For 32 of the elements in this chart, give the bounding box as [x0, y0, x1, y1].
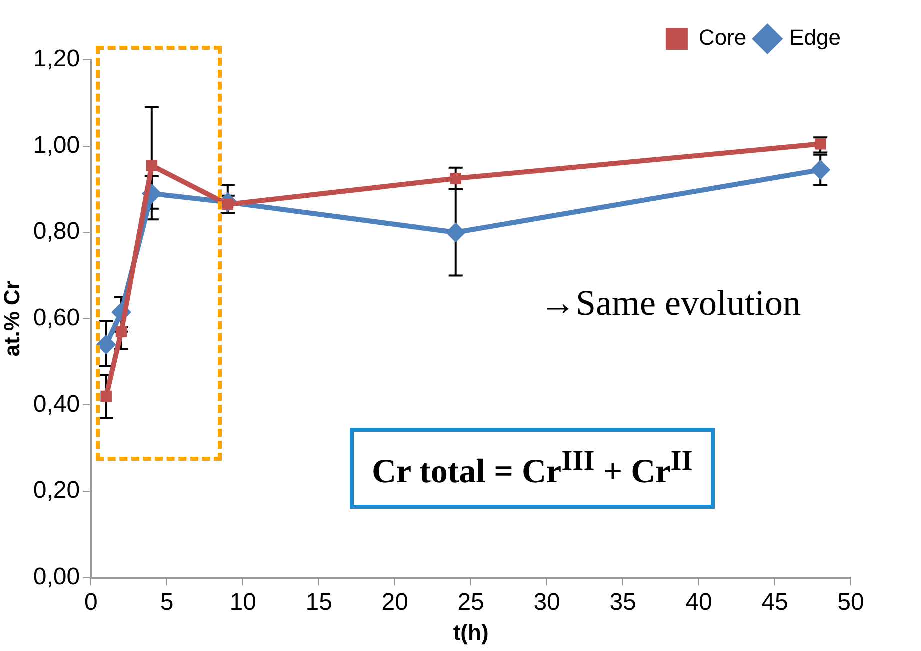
- x-tick-label: 40: [686, 588, 712, 616]
- x-tick-label: 45: [762, 588, 788, 616]
- point: [450, 173, 462, 184]
- y-tick-label: 0,20: [33, 477, 80, 504]
- legend-label: Edge: [790, 25, 842, 50]
- legend-label: Core: [698, 25, 747, 50]
- x-tick-label: 10: [230, 588, 256, 616]
- y-tick-label: 0,80: [33, 218, 80, 246]
- y-tick-label: 0,40: [33, 390, 80, 418]
- point: [146, 160, 158, 172]
- y-tick-label: 0,00: [33, 563, 80, 590]
- x-tick-label: 25: [458, 588, 484, 616]
- annotation: Cr total = Cr$^{III}$ + Cr$^{II}$: [350, 428, 715, 510]
- point: [810, 160, 831, 180]
- point: [446, 222, 466, 243]
- point: [814, 138, 826, 150]
- x-tick-label: 5: [160, 588, 174, 616]
- x-tick-label: 35: [610, 588, 636, 616]
- y-tick-label: 1,20: [33, 46, 80, 73]
- point: [96, 334, 116, 355]
- x-tick-label: 30: [534, 588, 560, 616]
- x-tick-label: 0: [84, 588, 98, 616]
- point: [100, 390, 112, 402]
- x-tick-label: 50: [838, 588, 864, 616]
- point: [116, 326, 128, 338]
- y-axis-title: at.% Cr: [0, 280, 24, 357]
- x-axis-title: t(h): [453, 620, 489, 645]
- y-tick-label: 0,60: [33, 304, 80, 332]
- x-tick-label: 20: [382, 588, 408, 616]
- x-tick-label: 15: [306, 588, 332, 616]
- y-tick-label: 1,00: [33, 132, 80, 159]
- annotation: →Same evolution: [540, 282, 801, 324]
